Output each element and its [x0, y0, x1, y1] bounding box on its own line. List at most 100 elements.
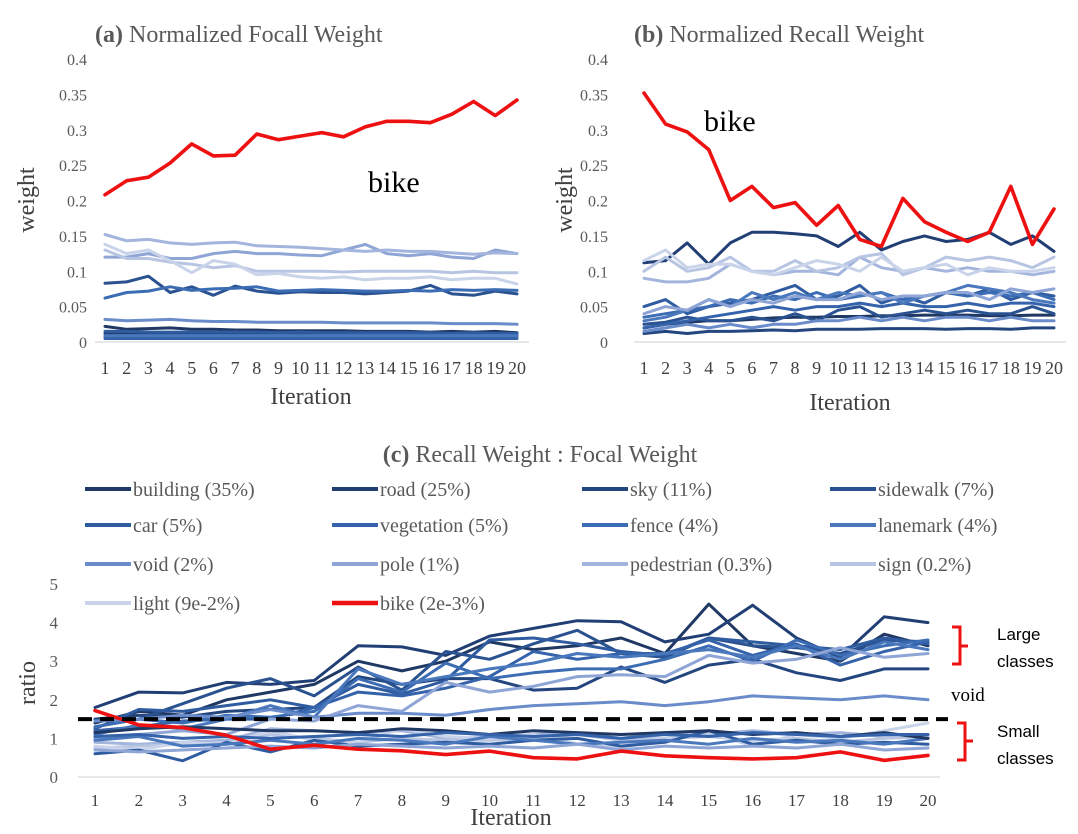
x-tick-label: 6 — [747, 358, 756, 378]
x-tick-label: 9 — [441, 791, 450, 810]
y-tick-label: 0.3 — [67, 123, 87, 140]
y-tick-label: 0.3 — [588, 123, 608, 140]
x-tick-label: 13 — [613, 791, 630, 810]
panel-b-bike-annotation: bike — [704, 105, 756, 138]
x-tick-label: 3 — [178, 791, 187, 810]
x-tick-label: 5 — [266, 791, 275, 810]
x-tick-label: 18 — [1002, 358, 1020, 378]
series-line-pedestrian — [103, 233, 519, 256]
panel-a-xlabel: Iteration — [270, 384, 351, 410]
panel-b-ylabel: weight — [552, 167, 578, 233]
panel-a-plot: 00.050.10.150.20.250.30.350.41 2 3 4 5 6 7 8 9 10… — [59, 52, 529, 378]
series-line-pole — [103, 242, 519, 260]
x-tick-label: 7 — [769, 358, 778, 378]
y-tick-label: 4 — [50, 614, 59, 633]
series-line-fence — [642, 291, 1056, 319]
legend-label: light (9e-2%) — [133, 593, 240, 615]
series-line-void — [642, 315, 1056, 333]
legend-label: road (25%) — [380, 479, 471, 501]
y-tick-label: 0 — [50, 768, 59, 787]
panel-a-title-prefix: (a) — [95, 22, 123, 48]
series-line-sky — [642, 326, 1056, 335]
x-tick-label: 12 — [335, 358, 353, 378]
x-tick-label: 4 — [166, 358, 175, 378]
y-tick-label: 3 — [50, 652, 59, 671]
series-line-fence — [103, 285, 519, 300]
y-tick-label: 0.4 — [588, 52, 608, 69]
series-line-pole — [93, 646, 930, 740]
panel-b-xlabel: Iteration — [809, 390, 890, 416]
x-tick-label: 6 — [310, 791, 319, 810]
x-tick-label: 5 — [726, 358, 735, 378]
y-tick-label: 0.05 — [59, 300, 87, 317]
large-classes-label-line1: Large — [997, 625, 1040, 644]
y-tick-label: 0 — [600, 335, 608, 352]
x-tick-label: 16 — [421, 358, 439, 378]
x-tick-label: 11 — [851, 358, 868, 378]
series-line-road — [93, 603, 930, 709]
y-tick-label: 0 — [79, 335, 87, 352]
series-line-sign — [642, 252, 1056, 277]
panel-b-plot: 00.050.10.150.20.250.30.350.41 2 3 4 5 6 7 8 9 10… — [580, 52, 1066, 378]
series-line-bike — [642, 91, 1056, 249]
y-tick-label: 0.25 — [580, 158, 608, 175]
x-tick-label: 14 — [378, 358, 396, 378]
series-line-bike — [103, 98, 519, 197]
x-tick-label: 8 — [398, 791, 407, 810]
x-tick-label: 7 — [354, 791, 363, 810]
x-tick-label: 16 — [744, 791, 761, 810]
legend-label: vegetation (5%) — [380, 515, 508, 537]
legend-label: sidewalk (7%) — [878, 479, 994, 501]
x-tick-label: 9 — [274, 358, 283, 378]
x-tick-label: 3 — [144, 358, 153, 378]
panel-c-title-text: Recall Weight : Focal Weight — [415, 442, 697, 468]
legend-label: sign (0.2%) — [878, 554, 971, 576]
series-line-light — [103, 242, 519, 286]
series-line-sidewalk — [103, 274, 519, 297]
x-tick-label: 14 — [916, 358, 934, 378]
x-tick-label: 2 — [661, 358, 670, 378]
x-tick-label: 10 — [829, 358, 847, 378]
y-tick-label: 0.35 — [59, 87, 87, 104]
panel-b-title: (b) Normalized Recall Weight — [634, 22, 925, 48]
series-line-bike — [93, 708, 930, 763]
y-tick-label: 0.15 — [59, 229, 87, 246]
x-tick-label: 18 — [465, 358, 483, 378]
panel-b-title-text: Normalized Recall Weight — [669, 22, 924, 48]
void-annotation: void — [951, 685, 985, 706]
legend-label: fence (4%) — [630, 515, 718, 537]
series-line-void — [93, 694, 930, 723]
x-tick-label: 6 — [209, 358, 218, 378]
panel-a-title: (a) Normalized Focall Weight — [95, 22, 383, 48]
x-tick-label: 1 — [91, 791, 100, 810]
large-classes-label-line2: classes — [997, 652, 1054, 671]
x-tick-label: 20 — [1045, 358, 1063, 378]
y-tick-label: 1 — [50, 729, 59, 748]
legend-label: pedestrian (0.3%) — [630, 554, 772, 576]
x-tick-label: 11 — [313, 358, 330, 378]
x-tick-label: 15 — [400, 358, 418, 378]
panel-c-title-prefix: (c) — [383, 442, 410, 468]
x-tick-label: 10 — [291, 358, 309, 378]
x-tick-label: 4 — [222, 791, 231, 810]
panel-c-ylabel: ratio — [15, 661, 41, 705]
y-tick-label: 0.15 — [580, 229, 608, 246]
y-tick-label: 0.35 — [580, 87, 608, 104]
panel-a-ylabel: weight — [14, 167, 40, 233]
small-classes-label-line2: classes — [997, 749, 1054, 768]
x-tick-label: 1 — [640, 358, 649, 378]
panel-c-title: (c) Recall Weight : Focal Weight — [383, 442, 698, 468]
x-tick-label: 15 — [937, 358, 955, 378]
x-tick-label: 16 — [959, 358, 977, 378]
x-tick-label: 19 — [876, 791, 893, 810]
series-line-pole — [642, 287, 1056, 316]
x-tick-label: 8 — [252, 358, 261, 378]
series-line-building — [103, 324, 519, 335]
y-tick-label: 0.1 — [67, 264, 87, 281]
series-line-sidewalk — [642, 305, 1056, 326]
x-tick-label: 4 — [704, 358, 713, 378]
y-tick-label: 0.1 — [588, 264, 608, 281]
panel-c-legend: building (35%) road (25%) sky (11%) sidewal… — [85, 479, 997, 615]
